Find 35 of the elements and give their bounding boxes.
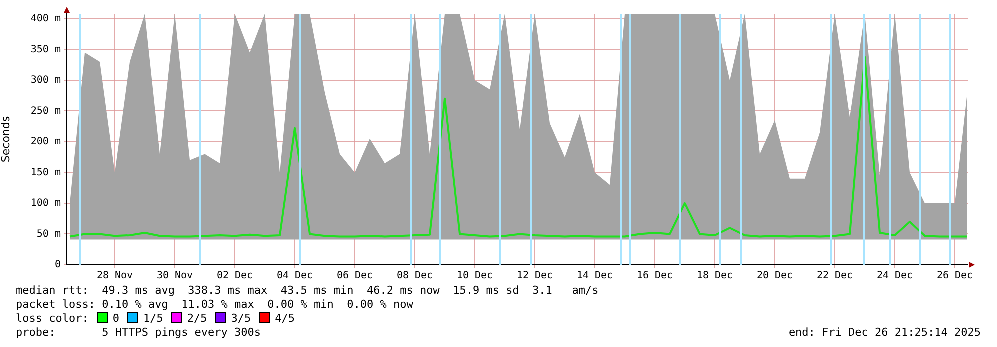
y-tick-label: 100 m xyxy=(30,198,61,210)
text: 1/5 xyxy=(143,312,164,325)
y-tick-label: 300 m xyxy=(30,75,61,86)
x-tick-label: 20 Dec xyxy=(756,270,794,282)
text: 4/5 xyxy=(275,312,295,325)
y-tick-label: 0 xyxy=(54,260,61,271)
y-tick-label: 200 m xyxy=(30,136,61,148)
y-tick-label: 250 m xyxy=(30,106,61,117)
x-tick-label: 28 Nov xyxy=(96,270,134,282)
text: median rtt: 49.3 ms avg 338.3 ms max 43.5 ms min 46.2 ms now 15.9 ms sd 3.1 am/s xyxy=(16,284,599,297)
x-tick-label: 30 Nov xyxy=(156,270,194,282)
text: probe: 5 HTTPS pings every 300s xyxy=(16,326,262,339)
x-tick-label: 10 Dec xyxy=(456,270,494,282)
x-tick-label: 24 Dec xyxy=(876,270,914,282)
y-tick-label: 400 m xyxy=(30,14,61,25)
text: 0 xyxy=(112,312,120,325)
text: loss color: xyxy=(16,312,89,325)
text: packet loss: 0.10 % avg 11.03 % max 0.00 % min 0.00 % now xyxy=(16,298,414,311)
y-tick-label: 350 m xyxy=(30,44,61,56)
x-tick-label: 04 Dec xyxy=(276,270,314,282)
x-tick-label: 16 Dec xyxy=(636,270,674,282)
text: 2/5 xyxy=(187,312,208,325)
x-tick-label: 06 Dec xyxy=(336,270,374,282)
text: 3/5 xyxy=(231,312,252,325)
x-tick-label: 18 Dec xyxy=(696,270,734,282)
x-tick-label: 22 Dec xyxy=(816,270,854,282)
y-tick-label: 150 m xyxy=(30,167,61,178)
x-tick-label: 08 Dec xyxy=(396,270,434,282)
y-tick-label: 50 m xyxy=(36,228,61,240)
y-axis-title: Seconds xyxy=(0,116,12,163)
x-tick-label: 02 Dec xyxy=(216,270,254,282)
x-tick-label: 12 Dec xyxy=(516,270,554,282)
text: end: Fri Dec 26 21:25:14 2025 xyxy=(788,326,981,340)
x-tick-label: 14 Dec xyxy=(576,270,614,282)
x-tick-label: 26 Dec xyxy=(936,270,974,282)
